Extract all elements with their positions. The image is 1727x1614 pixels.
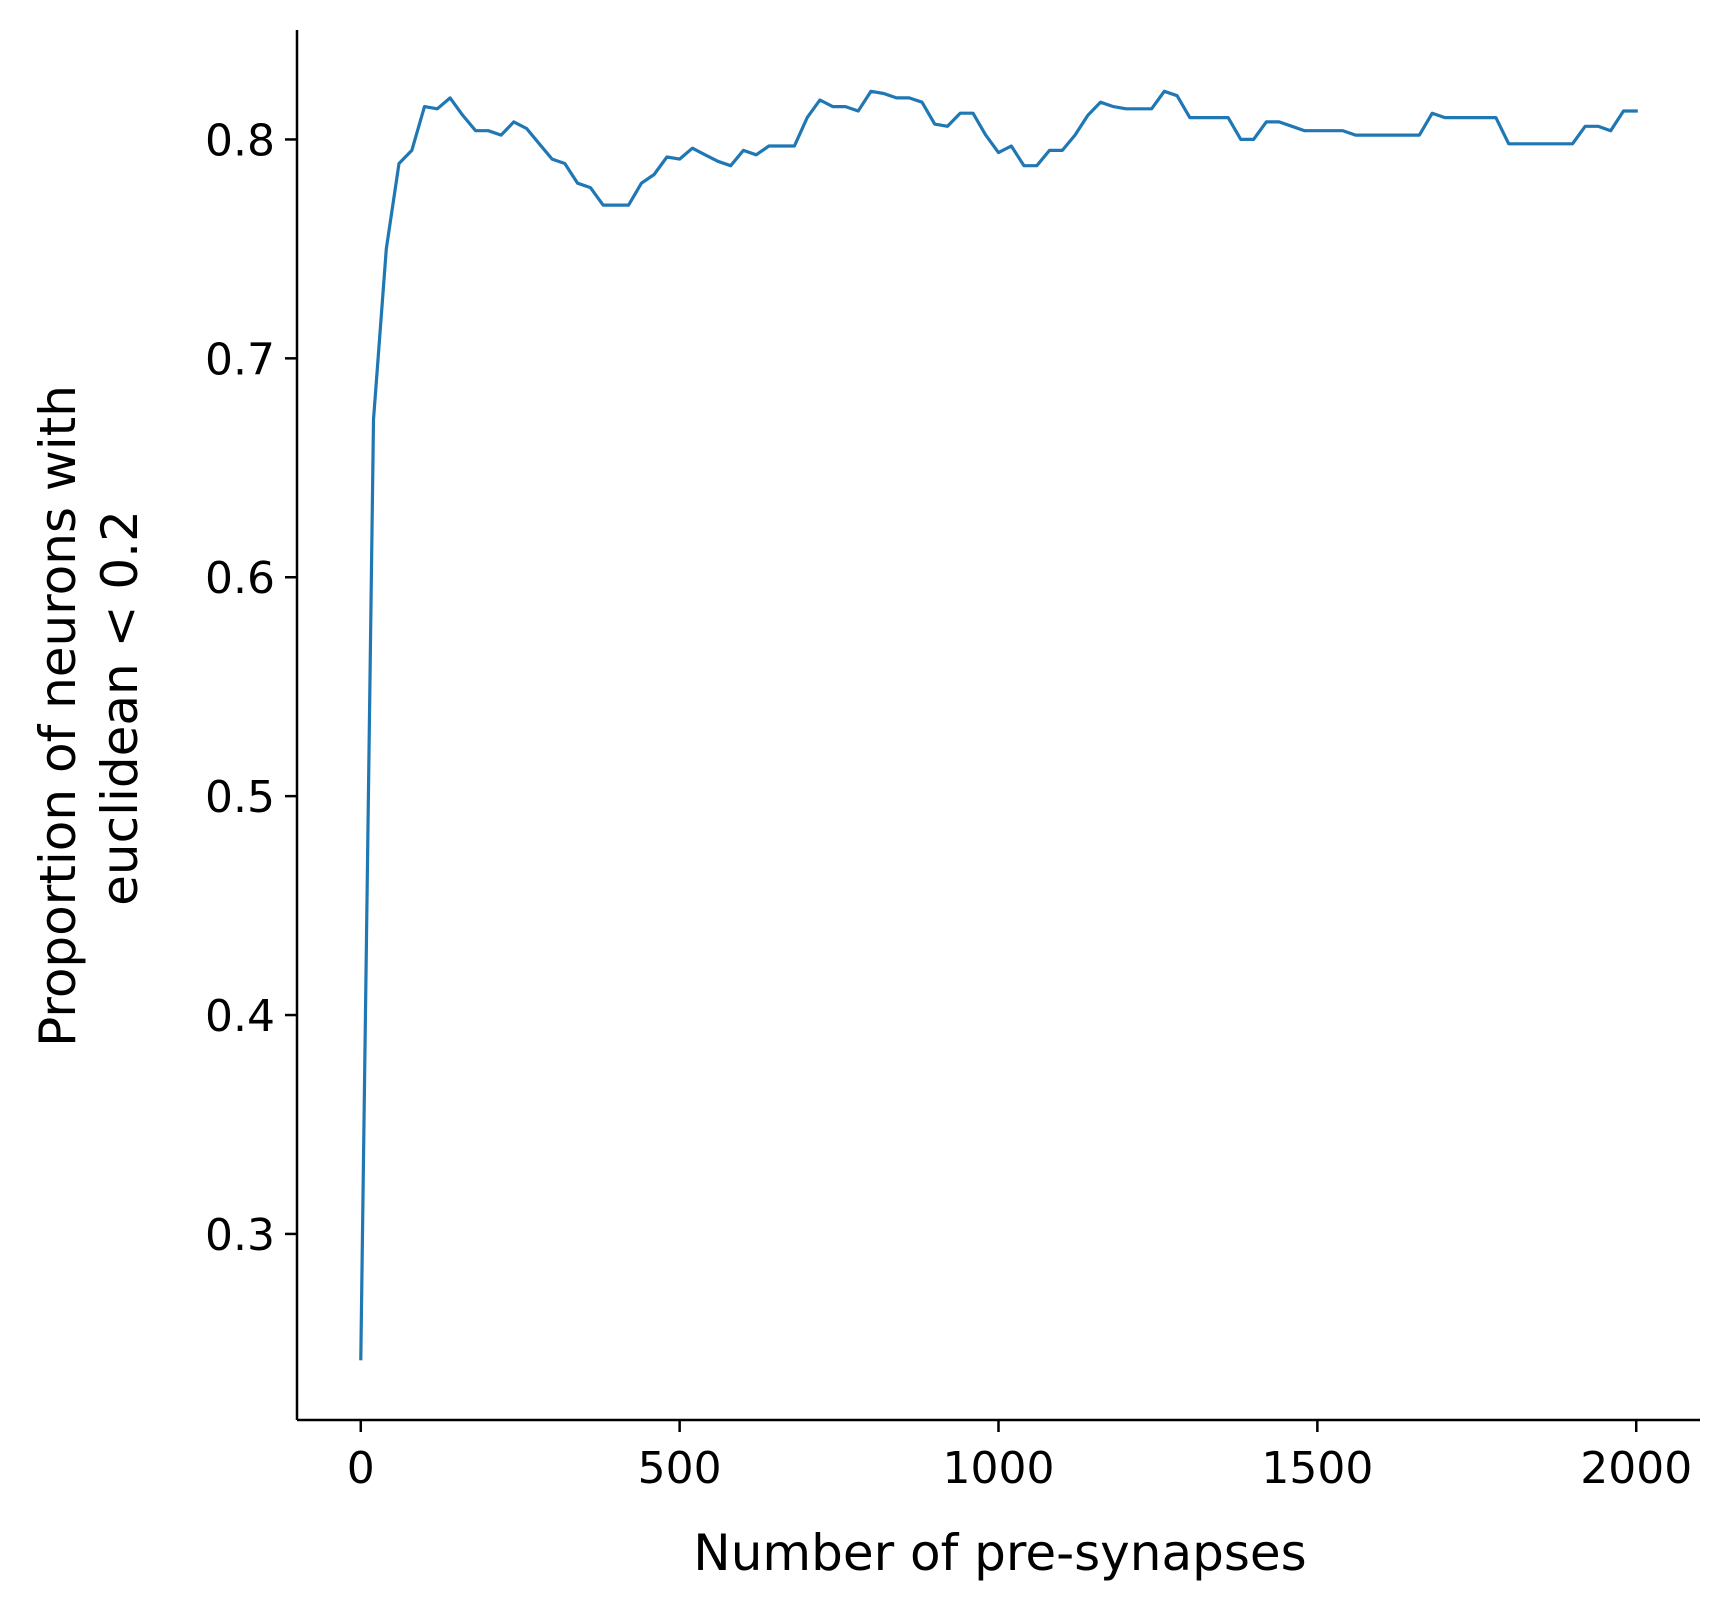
y-axis-label: Proportion of neurons with euclidean < 0…	[29, 369, 149, 1047]
y-tick-label: 0.6	[205, 553, 275, 604]
y-tick-label: 0.7	[205, 334, 275, 385]
y-tick-label: 0.8	[205, 115, 275, 166]
x-axis-label: Number of pre-synapses	[693, 1524, 1306, 1582]
plot-area	[359, 89, 1638, 1361]
series-line-0	[359, 89, 1638, 1361]
y-tick-label: 0.5	[205, 772, 275, 823]
x-tick-label: 0	[347, 1443, 375, 1494]
x-tick-label: 1500	[1261, 1443, 1373, 1494]
y-tick-label: 0.3	[205, 1210, 275, 1261]
y-axis: 0.3 0.4 0.5 0.6 0.7 0.8	[205, 30, 299, 1420]
x-axis: 0 500 1000 1500 2000	[297, 1418, 1700, 1494]
x-tick-label: 500	[638, 1443, 722, 1494]
y-tick-label: 0.4	[205, 991, 275, 1042]
x-tick-label: 2000	[1580, 1443, 1692, 1494]
x-tick-label: 1000	[943, 1443, 1055, 1494]
y-axis-label-line-2: euclidean < 0.2	[91, 510, 149, 906]
y-axis-label-line-1: Proportion of neurons with	[29, 385, 87, 1047]
